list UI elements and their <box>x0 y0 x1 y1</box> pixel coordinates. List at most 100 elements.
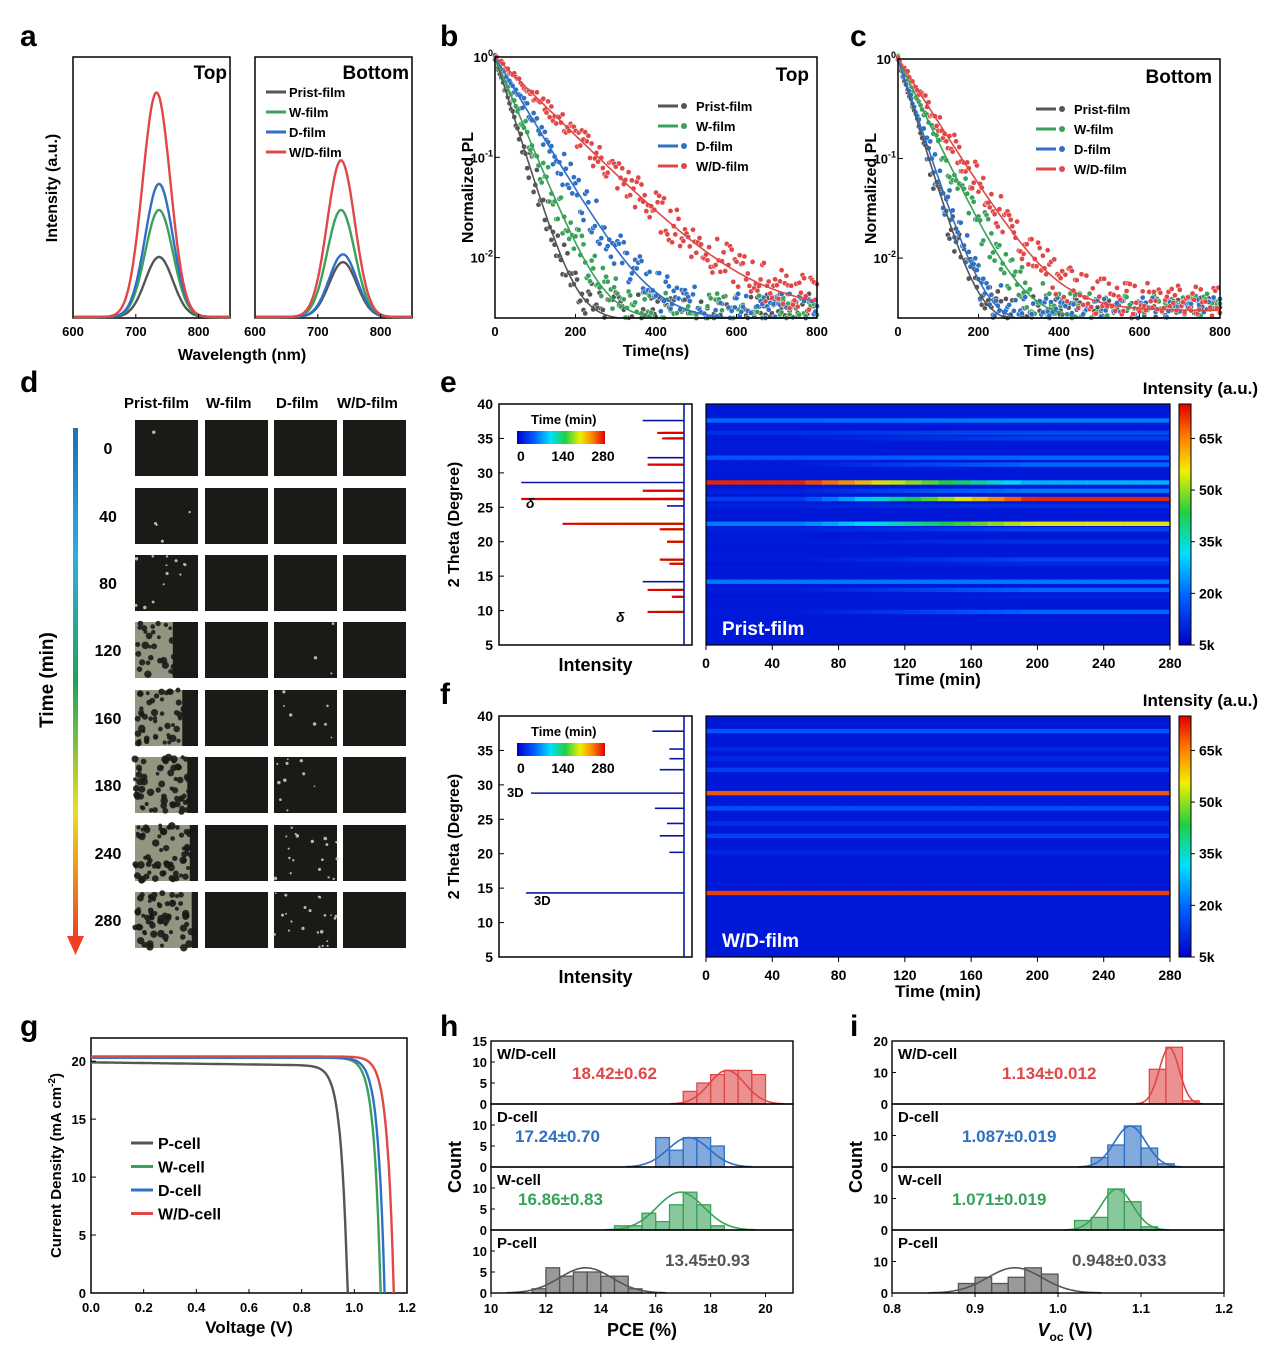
panel-letter-f: f <box>440 678 451 711</box>
time-colorbar <box>517 743 605 756</box>
data-point <box>582 129 589 135</box>
heatmap-cell <box>722 746 740 752</box>
heatmap-cell <box>1103 521 1121 526</box>
heatmap-cell <box>706 462 724 467</box>
data-point <box>1083 272 1090 279</box>
heatmap-cell <box>987 821 1005 826</box>
heatmap-cell <box>921 579 939 584</box>
speck <box>164 722 171 730</box>
heatmap-cell <box>855 418 873 423</box>
data-point <box>1035 239 1041 246</box>
heatmap-cell <box>1136 521 1155 526</box>
data-point <box>736 252 743 259</box>
heatmap-cell <box>888 579 906 584</box>
data-point <box>777 278 783 285</box>
y-tick-label: 30 <box>477 465 493 481</box>
heatmap-cell <box>1020 462 1039 467</box>
heatmap-cell <box>938 806 956 811</box>
heatmap-cell <box>805 587 823 593</box>
histogram-bar <box>696 1136 712 1168</box>
heatmap-cell <box>838 594 856 599</box>
speck <box>139 659 146 666</box>
heatmap-cell <box>954 527 972 532</box>
speck <box>283 778 287 783</box>
y-tick-label: 5 <box>485 637 493 653</box>
side-x-label: Intensity <box>558 655 632 675</box>
heatmap-cell <box>1004 496 1022 502</box>
heatmap-cell <box>1087 806 1105 811</box>
x-tick-label: 0.2 <box>135 1300 153 1315</box>
data-point <box>540 141 547 148</box>
heatmap-cell <box>822 850 840 855</box>
heatmap-cell <box>1004 594 1022 599</box>
speck <box>158 780 166 788</box>
row-label: W/D-cell <box>497 1046 556 1063</box>
heatmap-cell <box>938 746 956 752</box>
heatmap-cell <box>1153 756 1171 761</box>
row-label: 80 <box>99 576 117 593</box>
heatmap-cell <box>838 746 856 752</box>
data-point <box>748 310 754 316</box>
heatmap-cell <box>772 821 790 826</box>
heatmap-cell <box>788 790 807 796</box>
heatmap-cell <box>888 557 906 562</box>
data-point <box>575 227 582 233</box>
speck <box>316 931 320 934</box>
speck <box>174 559 178 563</box>
heatmap-cell <box>904 496 923 502</box>
micrograph-tile <box>274 757 337 813</box>
heatmap-cell <box>954 746 972 752</box>
heatmap-cell <box>822 462 840 467</box>
data-point <box>998 282 1004 289</box>
data-point <box>733 258 740 265</box>
heatmap-cell <box>1020 496 1039 502</box>
heatmap-cell <box>1103 455 1121 460</box>
speck <box>150 930 158 938</box>
data-point <box>667 208 674 214</box>
heatmap-cell <box>822 756 840 761</box>
heatmap-cell <box>1020 539 1039 544</box>
heatmap-cell <box>888 790 906 796</box>
speck <box>175 699 182 706</box>
speck <box>159 890 166 897</box>
heatmap-cell <box>954 462 972 467</box>
heatmap-cell <box>921 850 939 855</box>
data-point <box>937 167 943 174</box>
heatmap-cell <box>822 587 840 593</box>
data-point <box>972 255 979 262</box>
data-point <box>704 303 711 310</box>
heatmap-cell <box>871 557 889 562</box>
speck <box>160 656 168 664</box>
speck <box>159 827 168 836</box>
heatmap-cell <box>904 594 923 599</box>
speck <box>290 826 293 829</box>
histogram-frame <box>490 1229 794 1294</box>
y-tick-label: 0 <box>480 1223 487 1238</box>
heatmap-cell <box>921 594 939 599</box>
heatmap-cell <box>987 527 1005 532</box>
data-point <box>534 115 540 122</box>
legend-label: D-film <box>1074 142 1111 157</box>
heatmap-cell <box>987 890 1005 896</box>
y-axis-label: Count <box>846 1141 866 1193</box>
data-point <box>975 262 982 269</box>
heatmap-cell <box>772 579 790 584</box>
heatmap-cell <box>1120 561 1138 566</box>
y-tick-label: 5 <box>480 1139 487 1154</box>
x-tick-label: 120 <box>893 655 917 671</box>
data-point <box>638 181 645 188</box>
speck <box>151 875 159 882</box>
heatmap-cell <box>1037 480 1055 485</box>
heatmap-cell <box>1136 767 1155 772</box>
heatmap-cell <box>788 728 807 734</box>
heatmap-cell <box>871 806 889 811</box>
heatmap-cell <box>971 890 989 896</box>
heatmap-cell <box>1103 790 1121 796</box>
speck <box>137 724 146 733</box>
heatmap-cell <box>1004 587 1022 593</box>
heatmap-cell <box>805 594 823 599</box>
speck <box>319 930 324 934</box>
speck <box>332 877 335 881</box>
heatmap-cell <box>722 756 740 761</box>
y-axis-label: Normalized PL <box>863 133 880 244</box>
